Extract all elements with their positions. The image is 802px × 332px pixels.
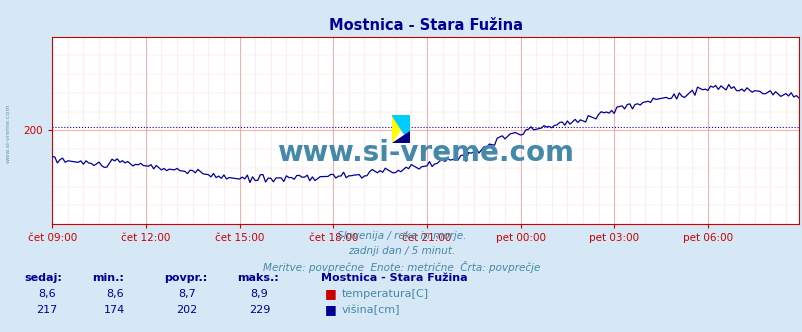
Text: ■: ■ bbox=[325, 287, 337, 300]
Text: 8,6: 8,6 bbox=[106, 289, 124, 299]
Polygon shape bbox=[391, 115, 409, 143]
Text: temperatura[C]: temperatura[C] bbox=[341, 289, 427, 299]
Text: 217: 217 bbox=[36, 305, 57, 315]
Text: zadnji dan / 5 minut.: zadnji dan / 5 minut. bbox=[347, 246, 455, 256]
Text: 174: 174 bbox=[104, 305, 125, 315]
Text: min.:: min.: bbox=[92, 273, 124, 283]
Text: www.si-vreme.com: www.si-vreme.com bbox=[6, 103, 10, 163]
Title: Mostnica - Stara Fužina: Mostnica - Stara Fužina bbox=[328, 18, 522, 33]
Text: 229: 229 bbox=[249, 305, 269, 315]
Text: višina[cm]: višina[cm] bbox=[341, 304, 399, 315]
Text: povpr.:: povpr.: bbox=[164, 273, 208, 283]
Text: ■: ■ bbox=[325, 303, 337, 316]
Text: sedaj:: sedaj: bbox=[24, 273, 62, 283]
Text: 8,6: 8,6 bbox=[38, 289, 55, 299]
Text: Slovenija / reke in morje.: Slovenija / reke in morje. bbox=[336, 231, 466, 241]
Text: 8,7: 8,7 bbox=[178, 289, 196, 299]
Text: www.si-vreme.com: www.si-vreme.com bbox=[277, 139, 573, 167]
Text: 8,9: 8,9 bbox=[250, 289, 268, 299]
Polygon shape bbox=[391, 131, 409, 143]
Text: Mostnica - Stara Fužina: Mostnica - Stara Fužina bbox=[321, 273, 468, 283]
Polygon shape bbox=[391, 115, 409, 143]
Text: Meritve: povprečne  Enote: metrične  Črta: povprečje: Meritve: povprečne Enote: metrične Črta:… bbox=[262, 261, 540, 273]
Text: 202: 202 bbox=[176, 305, 197, 315]
Text: maks.:: maks.: bbox=[237, 273, 278, 283]
